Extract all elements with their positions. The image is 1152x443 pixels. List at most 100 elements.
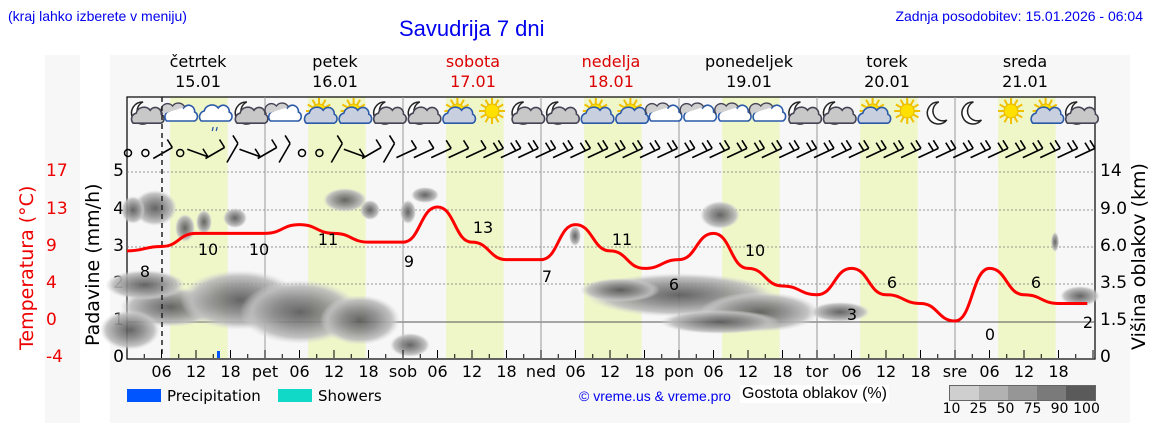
density-tick: 100 bbox=[1073, 401, 1100, 417]
cloud-icon bbox=[644, 102, 683, 122]
temp-axis-panel bbox=[45, 55, 80, 423]
precipitation-swatch bbox=[127, 389, 161, 402]
showers-swatch bbox=[278, 389, 312, 402]
sun-cloud-icon bbox=[303, 98, 338, 124]
cloud-icon bbox=[679, 102, 718, 122]
day-date: 15.01 bbox=[175, 72, 221, 91]
temp-tick: 0 bbox=[46, 310, 57, 330]
x-axis-ticks: 06 12 18 pet 06 12 18 sob 06 12 18 ned 06 12 18 pon 06 12… bbox=[126, 350, 1094, 381]
density-swatch bbox=[1066, 386, 1095, 400]
precip-tick: 3 bbox=[113, 236, 124, 256]
svg-text:12: 12 bbox=[600, 362, 620, 381]
density-swatch bbox=[1008, 386, 1037, 400]
last-update: Zadnja posodobitev: 15.01.2026 - 06:04 bbox=[895, 8, 1143, 24]
cloud-density-scale bbox=[949, 385, 1096, 401]
temp-tick: -4 bbox=[46, 347, 63, 367]
cloud-icon bbox=[160, 102, 199, 122]
cloud-density-blobs bbox=[100, 187, 1100, 357]
svg-text:pon: pon bbox=[664, 362, 694, 381]
day-date: 18.01 bbox=[588, 72, 634, 91]
cloud-icon bbox=[264, 102, 302, 122]
svg-text:12: 12 bbox=[1014, 362, 1034, 381]
svg-text:2: 2 bbox=[1083, 313, 1093, 332]
svg-text:6: 6 bbox=[887, 273, 897, 292]
day-name: ponedeljek bbox=[705, 52, 793, 71]
svg-text:sob: sob bbox=[389, 362, 417, 381]
svg-text:tor: tor bbox=[806, 362, 829, 381]
svg-text:18: 18 bbox=[358, 362, 378, 381]
day-header-3: nedelja 18.01 bbox=[541, 52, 681, 92]
showers-legend-label: Showers bbox=[318, 387, 382, 405]
precipitation-bar bbox=[217, 351, 220, 358]
svg-text:18: 18 bbox=[220, 362, 240, 381]
svg-text:06: 06 bbox=[151, 362, 171, 381]
density-tick: 90 bbox=[1050, 401, 1069, 417]
svg-text:12: 12 bbox=[186, 362, 206, 381]
temp-tick: 13 bbox=[46, 199, 68, 219]
precip-tick: 5 bbox=[113, 161, 124, 181]
svg-text:12: 12 bbox=[738, 362, 758, 381]
sun-cloud-icon bbox=[580, 98, 615, 124]
cloud-height-tick: 6.0 bbox=[1100, 236, 1128, 256]
moon-cloud-icon bbox=[372, 101, 407, 125]
svg-text:06: 06 bbox=[703, 362, 723, 381]
svg-text:13: 13 bbox=[473, 218, 493, 237]
day-header-2: sobota 17.01 bbox=[403, 52, 543, 92]
sun-cloud-icon bbox=[857, 98, 892, 124]
svg-text:10: 10 bbox=[198, 240, 218, 259]
cloud-height-tick: 3.5 bbox=[1100, 273, 1128, 293]
svg-text:10: 10 bbox=[745, 241, 765, 260]
temp-tick: 9 bbox=[46, 236, 57, 256]
moon-cloud-icon bbox=[1064, 101, 1099, 125]
cloud-icon bbox=[748, 102, 787, 122]
cloud-icon bbox=[714, 102, 752, 122]
temperature-labels: 8 10 10 11 9 13 7 11 6 10 3 6 0 6 2 bbox=[140, 218, 1093, 344]
svg-text:06: 06 bbox=[979, 362, 999, 381]
sun-icon bbox=[998, 98, 1024, 124]
svg-text:18: 18 bbox=[910, 362, 930, 381]
location-menu-hint[interactable]: (kraj lahko izberete v meniju) bbox=[8, 8, 187, 24]
svg-text:ned: ned bbox=[526, 362, 556, 381]
cloud-density-ticks: 10 25 50 75 90 100 bbox=[938, 401, 1100, 417]
temp-tick: 17 bbox=[46, 161, 68, 181]
density-swatch bbox=[950, 386, 979, 400]
svg-text:pet: pet bbox=[252, 362, 278, 381]
day-date: 21.01 bbox=[1002, 72, 1048, 91]
moon-cloud-icon bbox=[822, 101, 857, 125]
page-title: Savudrija 7 dni bbox=[399, 16, 545, 41]
density-swatch bbox=[979, 386, 1008, 400]
svg-text:11: 11 bbox=[318, 230, 338, 249]
temp-tick: 4 bbox=[46, 273, 57, 293]
precip-tick: 4 bbox=[113, 199, 124, 219]
moon-cloud-icon bbox=[407, 101, 442, 125]
day-name: četrtek bbox=[169, 52, 227, 71]
sun-cloud-icon bbox=[1030, 98, 1065, 124]
cloud-height-tick: 14 bbox=[1100, 161, 1122, 181]
sun-cloud-icon bbox=[442, 98, 477, 124]
svg-text:6: 6 bbox=[1031, 273, 1041, 292]
precipitation-legend-label: Precipitation bbox=[167, 387, 261, 405]
svg-text:7: 7 bbox=[542, 267, 552, 286]
svg-text:10: 10 bbox=[249, 240, 269, 259]
copyright-link[interactable]: © vreme.us & vreme.pro bbox=[579, 388, 731, 404]
day-header-4: ponedeljek 19.01 bbox=[679, 52, 819, 92]
day-date: 16.01 bbox=[312, 72, 358, 91]
precip-tick: 0 bbox=[113, 347, 124, 367]
svg-text:11: 11 bbox=[612, 230, 632, 249]
svg-text:9: 9 bbox=[404, 252, 414, 271]
density-tick: 10 bbox=[942, 401, 961, 417]
day-header-5: torek 20.01 bbox=[817, 52, 957, 92]
temperature-line bbox=[126, 205, 1088, 323]
moon-icon bbox=[961, 101, 982, 125]
density-tick: 75 bbox=[1023, 401, 1042, 417]
moon-cloud-icon bbox=[545, 101, 580, 125]
day-header-1: petek 16.01 bbox=[265, 52, 405, 92]
cloud-drizzle-icon bbox=[198, 104, 233, 132]
sun-icon bbox=[894, 98, 921, 124]
day-name: petek bbox=[312, 52, 358, 71]
density-tick: 25 bbox=[969, 401, 988, 417]
svg-text:12: 12 bbox=[462, 362, 482, 381]
density-swatch bbox=[1037, 386, 1066, 400]
weather-icons-row bbox=[130, 98, 1099, 132]
